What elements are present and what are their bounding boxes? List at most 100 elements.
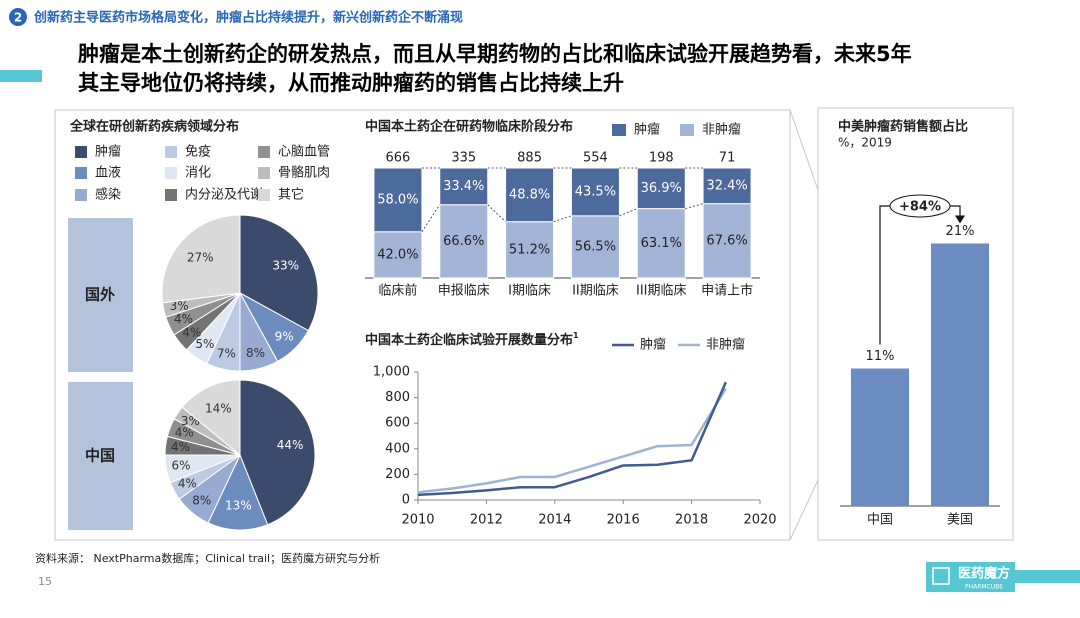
annotation-bubble (889, 194, 951, 218)
accent-bar (0, 70, 42, 82)
total-label: 666 (386, 151, 411, 166)
data-label: 56.5% (575, 239, 616, 254)
chart-subtitle: %，2019 (838, 136, 892, 150)
data-label: 67.6% (706, 233, 747, 248)
annotation-arrow (955, 215, 965, 224)
data-label: 33% (272, 259, 299, 273)
row-label-box (68, 382, 133, 530)
footnote-mark: 1 (573, 331, 579, 340)
legend-swatch (612, 124, 626, 136)
headline: 其主导地位仍将持续，从而推动肿瘤药的销售占比持续上升 (78, 71, 624, 95)
data-label: 8% (246, 346, 265, 360)
data-label: 7% (217, 346, 236, 360)
legend-swatch (258, 146, 270, 158)
bar-segment (439, 167, 489, 206)
legend-swatch (258, 167, 270, 179)
total-label: 198 (649, 151, 674, 166)
bar-segment (570, 167, 620, 217)
row-label-box (68, 218, 133, 372)
legend-label: 肿瘤 (640, 337, 666, 353)
bar-segment (505, 221, 555, 279)
data-label: 33.4% (443, 179, 484, 194)
y-tick-label: 600 (385, 416, 410, 431)
header-title: 创新药主导医药市场格局变化，肿瘤占比持续提升，新兴创新药企不断涌现 (33, 10, 463, 26)
callout-line (789, 479, 819, 541)
section-number: 2 (14, 11, 22, 25)
legend-swatch (165, 167, 177, 179)
y-tick-label: 0 (402, 493, 410, 508)
callout-line (789, 109, 819, 191)
legend-swatch (165, 146, 177, 158)
bar-segment (505, 167, 555, 223)
x-tick-label: 2016 (607, 513, 640, 528)
data-label: 4% (174, 312, 193, 326)
legend-label: 非肿瘤 (702, 122, 741, 138)
pie-slice (239, 379, 316, 526)
right-panel (817, 107, 1014, 541)
data-label: 27% (187, 250, 214, 264)
x-tick-label: 2010 (401, 513, 434, 528)
legend-label: 非肿瘤 (706, 337, 745, 353)
headline: 肿瘤是本土创新药企的研发热点，而且从早期药物的占比和临床试验开展趋势看，未来5年 (78, 42, 912, 66)
legend-swatch (165, 189, 177, 201)
legend-swatch (680, 124, 694, 136)
page-number: 15 (38, 575, 52, 588)
data-label: 4% (175, 425, 194, 439)
left-panel (54, 109, 791, 541)
legend-label: 心脑血管 (278, 145, 330, 160)
data-label: 8% (192, 494, 211, 508)
bar-segment (702, 203, 752, 279)
bar (851, 368, 909, 506)
logo-name: 医药魔方 (958, 566, 1010, 582)
bar-segment (636, 167, 686, 210)
data-label: 58.0% (377, 192, 418, 207)
data-label: 4% (182, 325, 201, 339)
x-tick-label: I期临床 (508, 284, 551, 299)
logo-box (926, 562, 1015, 592)
x-tick-label: 临床前 (378, 283, 417, 299)
connector (685, 203, 704, 210)
data-label: 43.5% (575, 184, 616, 199)
data-label: 4% (178, 476, 197, 490)
total-label: 71 (719, 151, 736, 166)
x-tick-label: 申报临床 (438, 284, 490, 299)
legend-label: 免疫 (185, 144, 211, 160)
bar-segment (702, 167, 752, 205)
section-badge (9, 8, 27, 26)
data-label: 11% (866, 349, 895, 364)
legend-label: 感染 (95, 187, 121, 203)
annotation: +84% (899, 200, 941, 215)
bar-segment (373, 231, 423, 279)
legend-swatch (258, 189, 270, 201)
data-label: 9% (275, 330, 294, 344)
chart-title: 全球在研创新药疾病领域分布 (69, 119, 239, 135)
connector (553, 215, 572, 223)
row-label: 国外 (85, 286, 115, 304)
chart-title: 中美肿瘤药销售额占比 (838, 119, 968, 135)
x-tick-label: 2012 (470, 513, 503, 528)
x-tick-label: II期临床 (572, 284, 619, 299)
data-label: 51.2% (509, 242, 550, 257)
bar-segment (570, 215, 620, 279)
data-label: 48.8% (509, 187, 550, 202)
legend-label: 骨骼肌肉 (278, 165, 330, 181)
x-tick-label: 申请上市 (701, 283, 753, 299)
pie-slice (239, 214, 319, 332)
legend-swatch (75, 189, 87, 201)
data-label: 36.9% (641, 181, 682, 196)
data-label: 44% (277, 438, 304, 452)
x-tick-label: 2014 (538, 513, 571, 528)
connector (619, 208, 638, 217)
legend-label: 肿瘤 (634, 122, 660, 138)
row-label: 中国 (85, 447, 115, 465)
annotation-line (879, 205, 961, 345)
chart-title: 中国本土药企临床试验开展数量分布1 (365, 331, 579, 348)
y-tick-label: 1,000 (373, 365, 410, 380)
chart-title: 中国本土药企临床试验开展数量分布 (365, 332, 573, 348)
data-label: 21% (946, 224, 975, 239)
data-label: 3% (170, 299, 189, 313)
bar-segment (636, 208, 686, 279)
line-series (417, 381, 727, 497)
x-tick-label: III期临床 (636, 284, 687, 299)
